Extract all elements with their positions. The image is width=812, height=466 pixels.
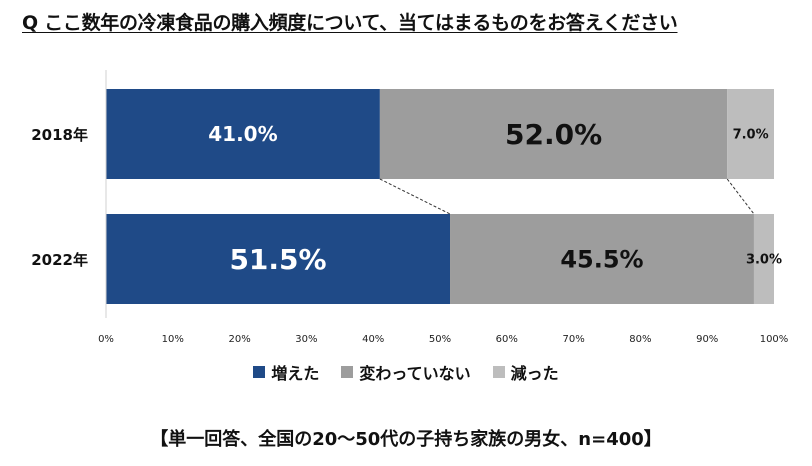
legend-label-decreased: 減った (510, 364, 559, 383)
legend-swatch-unchanged (341, 366, 354, 378)
connector-line-0 (379, 178, 451, 215)
bar-segment-decreased-1 (753, 214, 774, 304)
connector-line-1 (726, 178, 755, 215)
bar-segment-increased-0 (106, 89, 380, 179)
category-label-1: 2022年 (31, 251, 88, 269)
legend-item-decreased: 減った (492, 360, 559, 384)
data-label-decreased-0: 7.0% (733, 128, 769, 143)
chart-legend: 増えた 変わっていない 減った (0, 360, 812, 384)
data-label-unchanged-1: 45.5% (560, 246, 643, 274)
legend-swatch-decreased (492, 366, 505, 378)
x-tick-label-7: 70% (562, 334, 584, 345)
data-label-decreased-1: 3.0% (746, 253, 782, 268)
survey-footnote: 【単一回答、全国の20～50代の子持ち家族の男女、n=400】 (150, 429, 662, 450)
x-tick-label-1: 10% (162, 334, 184, 345)
x-tick-label-3: 30% (295, 334, 317, 345)
x-tick-label-8: 80% (629, 334, 651, 345)
legend-item-increased: 増えた (253, 360, 319, 384)
x-tick-label-4: 40% (362, 334, 384, 345)
data-label-increased-0: 41.0% (208, 122, 277, 146)
x-tick-label-9: 90% (696, 334, 718, 345)
legend-swatch-increased (253, 366, 266, 378)
bar-segment-unchanged-1 (450, 214, 754, 304)
bar-segment-increased-1 (106, 214, 451, 304)
bar-segment-decreased-0 (727, 89, 774, 179)
x-tick-label-5: 50% (429, 334, 451, 345)
x-tick-label-6: 60% (496, 334, 518, 345)
x-tick-label-2: 20% (228, 334, 250, 345)
data-label-increased-1: 51.5% (229, 243, 326, 276)
legend-item-unchanged: 変わっていない (341, 360, 471, 384)
category-label-0: 2018年 (31, 126, 88, 144)
x-tick-label-10: 100% (760, 334, 789, 345)
legend-label-increased: 増えた (271, 364, 320, 383)
legend-label-unchanged: 変わっていない (359, 364, 471, 383)
x-tick-label-0: 0% (98, 334, 114, 345)
bar-segment-unchanged-0 (379, 89, 728, 179)
chart-title: Q ここ数年の冷凍食品の購入頻度について、当てはまるものをお答えください (22, 12, 678, 34)
data-label-unchanged-0: 52.0% (505, 118, 602, 151)
